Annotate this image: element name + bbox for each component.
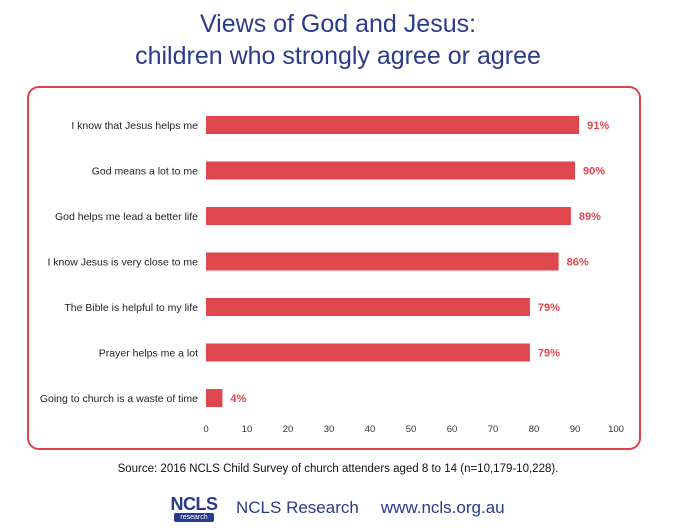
footer-url[interactable]: www.ncls.org.au [380, 498, 505, 517]
bar [206, 343, 530, 362]
category-label: God means a lot to me [92, 166, 198, 178]
source-note: Source: 2016 NCLS Child Survey of church… [117, 463, 559, 475]
footer-org: NCLS Research [236, 498, 359, 517]
data-label: 79% [538, 302, 560, 314]
category-label: The Bible is helpful to my life [64, 302, 198, 314]
data-label: 91% [587, 120, 609, 132]
ncls-logo: NCLS research [170, 493, 218, 523]
x-tick-label: 80 [529, 424, 540, 435]
x-tick-label: 20 [283, 424, 294, 435]
bar [206, 389, 223, 407]
bar [206, 252, 559, 271]
bar-chart: I know that Jesus helps me 91% God means a… [40, 116, 624, 435]
x-tick-label: 30 [324, 424, 335, 435]
data-label: 4% [230, 393, 246, 405]
category-label: I know Jesus is very close to me [47, 257, 198, 269]
chart-title-line-2: children who strongly agree or agree [135, 42, 541, 70]
x-tick-label: 70 [488, 424, 499, 435]
category-label: Prayer helps me a lot [99, 348, 198, 360]
bar [206, 207, 571, 225]
data-label: 90% [583, 166, 605, 178]
x-tick-label: 60 [447, 424, 458, 435]
x-tick-label: 50 [406, 424, 417, 435]
category-label: I know that Jesus helps me [71, 120, 198, 132]
x-tick-label: 40 [365, 424, 376, 435]
x-tick-label: 90 [570, 424, 581, 435]
x-tick-label: 0 [203, 424, 208, 435]
bar [206, 116, 580, 134]
category-label: Going to church is a waste of time [40, 393, 198, 405]
chart-title-line-1: Views of God and Jesus: [199, 10, 477, 38]
x-tick-label: 100 [608, 424, 624, 435]
chart-title: Views of God and Jesus: children who str… [0, 8, 676, 72]
bar [206, 298, 530, 316]
x-tick-label: 10 [242, 424, 253, 435]
category-label: God helps me lead a better life [55, 211, 198, 223]
bar [206, 161, 575, 180]
footer: NCLS research NCLS Research www.ncls.org… [170, 492, 505, 524]
data-label: 79% [538, 348, 560, 360]
logo-word: NCLS [170, 493, 219, 514]
logo-sub: research [174, 512, 214, 522]
data-label: 89% [579, 211, 601, 223]
data-label: 86% [567, 257, 589, 269]
chart-frame [27, 86, 641, 450]
